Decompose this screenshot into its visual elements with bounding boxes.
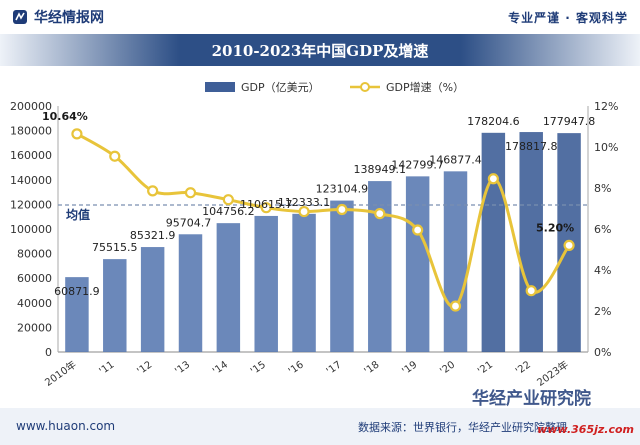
gdp-bar bbox=[368, 181, 392, 352]
bar-value-label: 178817.8 bbox=[505, 140, 558, 153]
chart-legend: GDP（亿美元） GDP增速（%） bbox=[205, 80, 464, 94]
growth-point bbox=[487, 173, 499, 185]
gdp-bar bbox=[140, 247, 165, 352]
bar-value-label: 110615.7 bbox=[240, 198, 293, 211]
site-watermark: www.365jz.com bbox=[537, 423, 634, 436]
legend-bar-swatch bbox=[205, 82, 235, 92]
bar-value-label: 60871.9 bbox=[54, 285, 100, 298]
growth-point bbox=[260, 202, 272, 214]
growth-point bbox=[109, 150, 121, 162]
gdp-bar bbox=[292, 213, 316, 352]
y-right-tick-label: 8% bbox=[594, 182, 611, 195]
bar-value-label: 123104.9 bbox=[316, 183, 369, 196]
gdp-bar bbox=[519, 132, 543, 352]
y-left-tick-label: 40000 bbox=[17, 297, 52, 310]
bar-value-label: 177947.8 bbox=[543, 115, 596, 128]
y-right-tick-label: 12% bbox=[594, 100, 618, 113]
legend-line-marker bbox=[360, 82, 370, 92]
y-left-tick-label: 160000 bbox=[10, 149, 52, 162]
y-left-tick-label: 60000 bbox=[17, 272, 52, 285]
legend-line-label: GDP增速（%） bbox=[386, 80, 464, 94]
slogan: 专业严谨 · 客观科学 bbox=[508, 11, 628, 25]
gdp-bar bbox=[443, 171, 468, 352]
growth-point bbox=[298, 205, 310, 218]
x-tick-label: '21 bbox=[476, 359, 495, 377]
data-source: 数据来源：世界银行，华经产业研究院整理 bbox=[358, 421, 567, 434]
x-tick-label: 2010年 bbox=[42, 358, 78, 389]
y-left-tick-label: 200000 bbox=[10, 100, 52, 113]
x-tick-label: '20 bbox=[438, 359, 457, 377]
growth-value-label: 5.20% bbox=[536, 221, 574, 234]
y-right-tick-label: 6% bbox=[594, 223, 611, 236]
x-tick-label: '12 bbox=[135, 359, 154, 377]
top-bar: 华经情报网 专业严谨 · 客观科学 bbox=[0, 0, 640, 32]
bar-value-label: 75515.5 bbox=[92, 241, 138, 254]
y-left-tick-label: 80000 bbox=[17, 248, 52, 261]
legend-bar-label: GDP（亿美元） bbox=[241, 81, 320, 94]
bar-value-label: 142799.7 bbox=[391, 158, 444, 171]
x-tick-label: '22 bbox=[514, 359, 533, 377]
gdp-bar bbox=[405, 176, 430, 352]
growth-line-series bbox=[71, 128, 575, 312]
footer-url[interactable]: www.huaon.com bbox=[16, 419, 116, 433]
growth-value-label: 10.64% bbox=[42, 110, 88, 123]
data-labels: 60871.9 75515.585321.995704.7104756.21106… bbox=[42, 110, 595, 298]
gdp-bar bbox=[216, 223, 241, 352]
y-left-tick-label: 20000 bbox=[17, 321, 52, 334]
gdp-chart: GDP（亿美元） GDP增速（%） 0 20000 40000 60000 80000 1… bbox=[10, 80, 618, 389]
bar-value-label: 104756.2 bbox=[202, 205, 255, 218]
gdp-bar bbox=[65, 277, 89, 352]
brand-logo-icon bbox=[13, 10, 27, 24]
y-left-tick-label: 0 bbox=[45, 346, 52, 359]
brand-logo: 华经情报网 bbox=[12, 7, 104, 27]
average-line: 均值 bbox=[58, 204, 588, 222]
brand-name: 华经情报网 bbox=[34, 10, 104, 26]
y-right-tick-label: 4% bbox=[594, 264, 611, 277]
bar-value-label: 95704.7 bbox=[166, 216, 212, 229]
footer: www.huaon.com 数据来源：世界银行，华经产业研究院整理 bbox=[0, 408, 640, 445]
y-left-tick-label: 140000 bbox=[10, 174, 52, 187]
average-label: 均值 bbox=[66, 207, 90, 222]
bar-value-label: 85321.9 bbox=[130, 229, 176, 242]
gdp-bar bbox=[254, 215, 278, 352]
y-right-tick-label: 2% bbox=[594, 305, 611, 318]
bar-value-label: 138949.1 bbox=[354, 163, 407, 176]
gdp-bar bbox=[330, 200, 354, 352]
growth-point bbox=[336, 203, 348, 216]
growth-point bbox=[184, 187, 197, 199]
growth-point bbox=[374, 208, 386, 220]
x-tick-label: '14 bbox=[211, 359, 230, 377]
bar-value-label: 146877.4 bbox=[429, 153, 482, 166]
x-tick-label: '17 bbox=[325, 359, 344, 377]
gdp-bar bbox=[178, 234, 203, 352]
x-tick-label: '18 bbox=[363, 359, 382, 377]
growth-point bbox=[71, 128, 83, 140]
gdp-bar bbox=[481, 132, 506, 352]
x-tick-label: '15 bbox=[249, 359, 268, 377]
y-left-tick-label: 180000 bbox=[10, 125, 52, 138]
x-tick-label: '16 bbox=[287, 359, 306, 377]
growth-point bbox=[449, 300, 462, 312]
bar-value-label: 178204.6 bbox=[467, 115, 520, 128]
growth-point bbox=[563, 239, 575, 251]
growth-point bbox=[147, 185, 159, 197]
y-right-tick-label: 0% bbox=[594, 346, 611, 359]
bar-value-label: 112333.1 bbox=[278, 196, 331, 209]
watermark: 华经产业研究院 bbox=[472, 389, 591, 409]
chart-title: 2010-2023年中国GDP及增速 bbox=[211, 42, 429, 60]
x-tick-label: '19 bbox=[400, 359, 419, 377]
y-left-tick-label: 120000 bbox=[10, 198, 52, 211]
growth-point bbox=[525, 285, 537, 297]
y-left-tick-label: 100000 bbox=[10, 223, 52, 236]
growth-point bbox=[412, 224, 424, 236]
x-tick-label: '13 bbox=[173, 359, 192, 377]
y-right-tick-label: 10% bbox=[594, 141, 618, 154]
gdp-bar bbox=[103, 259, 127, 352]
growth-point bbox=[222, 194, 234, 206]
title-bar: 2010-2023年中国GDP及增速 bbox=[0, 34, 640, 66]
x-tick-label: '11 bbox=[98, 359, 117, 377]
